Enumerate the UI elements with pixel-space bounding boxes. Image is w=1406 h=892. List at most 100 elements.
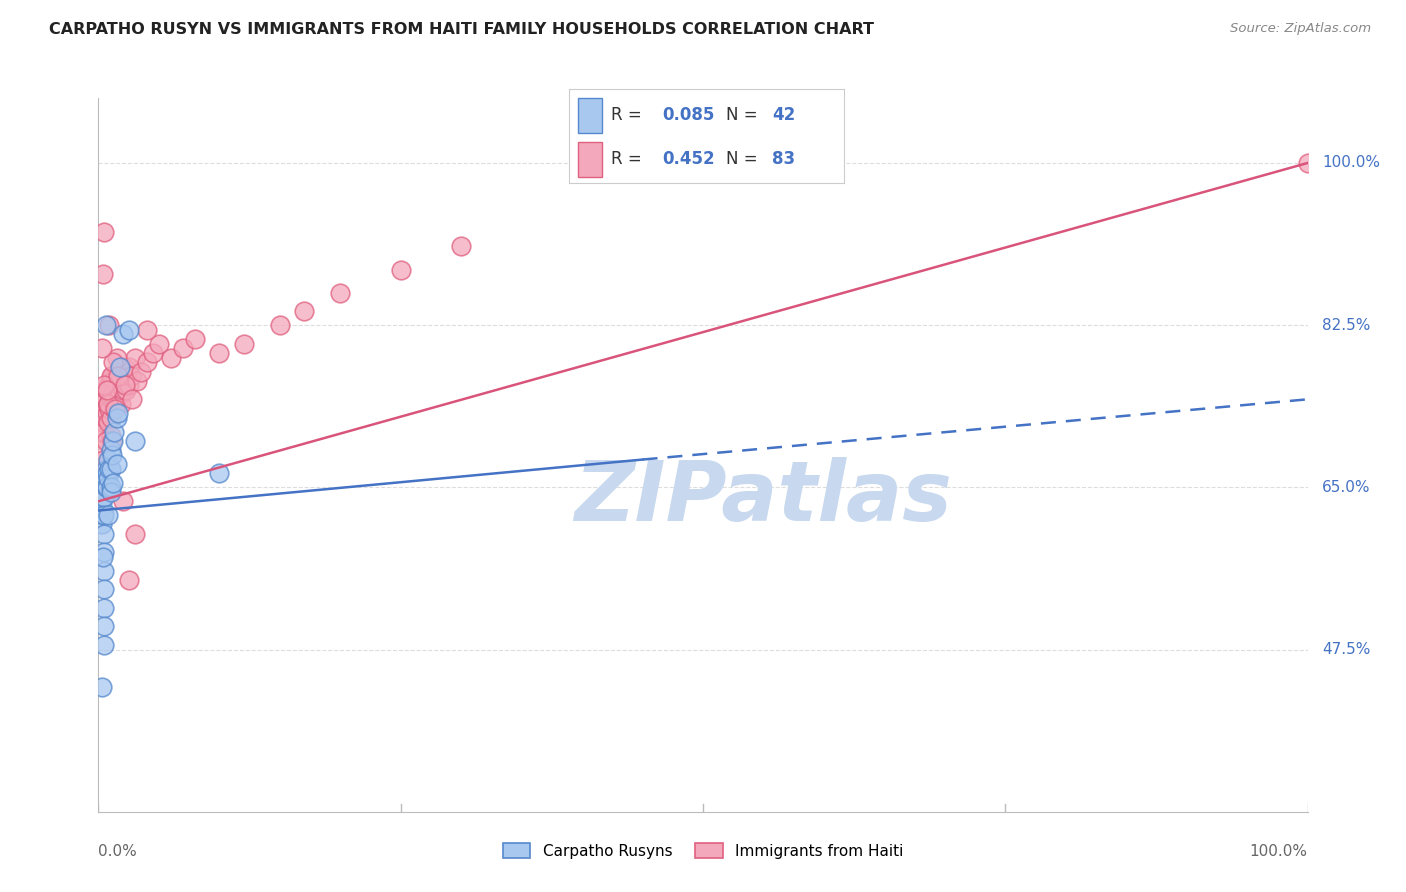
- Point: [121, 392, 143, 407]
- Point: [100, 374, 122, 388]
- Point: [104, 392, 127, 407]
- Point: [100, 480, 122, 494]
- Point: [93, 600, 115, 615]
- Point: [93, 526, 115, 541]
- Point: [114, 378, 136, 392]
- Point: [94, 462, 117, 476]
- Point: [100, 429, 122, 443]
- Point: [91, 342, 114, 356]
- Point: [98, 462, 121, 476]
- Point: [115, 383, 138, 397]
- Point: [98, 318, 121, 333]
- Point: [100, 462, 122, 476]
- Point: [97, 397, 120, 411]
- Point: [160, 351, 183, 365]
- Point: [96, 383, 118, 397]
- Point: [94, 434, 117, 448]
- Text: 82.5%: 82.5%: [1322, 318, 1371, 333]
- Point: [101, 392, 124, 407]
- Text: R =: R =: [610, 106, 647, 124]
- Point: [91, 499, 114, 513]
- Point: [101, 374, 124, 388]
- Point: [93, 582, 115, 597]
- Text: 42: 42: [772, 106, 796, 124]
- Point: [103, 425, 125, 439]
- Point: [389, 262, 412, 277]
- Point: [96, 406, 118, 420]
- Point: [103, 383, 125, 397]
- Point: [108, 369, 131, 384]
- Point: [94, 480, 117, 494]
- Point: [91, 416, 114, 430]
- Text: N =: N =: [725, 106, 762, 124]
- Point: [96, 480, 118, 494]
- Point: [93, 564, 115, 578]
- Point: [105, 457, 128, 471]
- Point: [111, 364, 134, 378]
- Point: [93, 406, 115, 420]
- Text: 47.5%: 47.5%: [1322, 642, 1371, 657]
- Point: [117, 369, 139, 384]
- Point: [135, 355, 157, 369]
- Text: R =: R =: [610, 151, 647, 169]
- Point: [100, 369, 122, 384]
- Point: [91, 443, 114, 458]
- Point: [450, 239, 472, 253]
- Point: [108, 387, 131, 401]
- Point: [108, 359, 131, 374]
- Text: 0.0%: 0.0%: [98, 844, 138, 859]
- Text: 65.0%: 65.0%: [1322, 480, 1371, 495]
- Point: [112, 359, 135, 374]
- Point: [292, 304, 315, 318]
- Point: [208, 467, 231, 481]
- Text: CARPATHO RUSYN VS IMMIGRANTS FROM HAITI FAMILY HOUSEHOLDS CORRELATION CHART: CARPATHO RUSYN VS IMMIGRANTS FROM HAITI …: [49, 22, 875, 37]
- Point: [97, 452, 120, 467]
- Point: [120, 369, 142, 384]
- Point: [101, 355, 124, 369]
- Point: [98, 401, 121, 416]
- Point: [97, 508, 120, 523]
- Point: [97, 471, 120, 485]
- Text: 100.0%: 100.0%: [1322, 155, 1381, 170]
- Point: [97, 378, 120, 392]
- Point: [111, 494, 134, 508]
- Point: [124, 526, 146, 541]
- Point: [114, 374, 136, 388]
- Point: [91, 517, 114, 532]
- Point: [91, 549, 114, 564]
- Point: [93, 425, 115, 439]
- Point: [107, 378, 129, 392]
- Point: [91, 452, 114, 467]
- Point: [93, 471, 115, 485]
- Point: [90, 425, 112, 439]
- Text: 0.085: 0.085: [662, 106, 716, 124]
- Point: [100, 369, 122, 384]
- Point: [91, 406, 114, 420]
- Point: [93, 545, 115, 559]
- Point: [100, 392, 122, 407]
- Point: [105, 383, 128, 397]
- Point: [94, 480, 117, 494]
- Point: [91, 397, 114, 411]
- Point: [108, 387, 131, 401]
- Point: [93, 638, 115, 652]
- Point: [93, 508, 115, 523]
- Point: [105, 410, 128, 425]
- Point: [118, 378, 141, 392]
- Point: [100, 410, 122, 425]
- Point: [129, 364, 152, 378]
- Point: [105, 351, 128, 365]
- Point: [91, 267, 114, 281]
- Point: [93, 226, 115, 240]
- Point: [118, 359, 141, 374]
- Point: [135, 323, 157, 337]
- Point: [118, 573, 141, 587]
- Point: [124, 351, 146, 365]
- Point: [91, 680, 114, 694]
- Point: [90, 475, 112, 490]
- Point: [101, 475, 124, 490]
- Point: [100, 448, 122, 462]
- Point: [232, 336, 254, 351]
- Point: [94, 410, 117, 425]
- Point: [142, 346, 165, 360]
